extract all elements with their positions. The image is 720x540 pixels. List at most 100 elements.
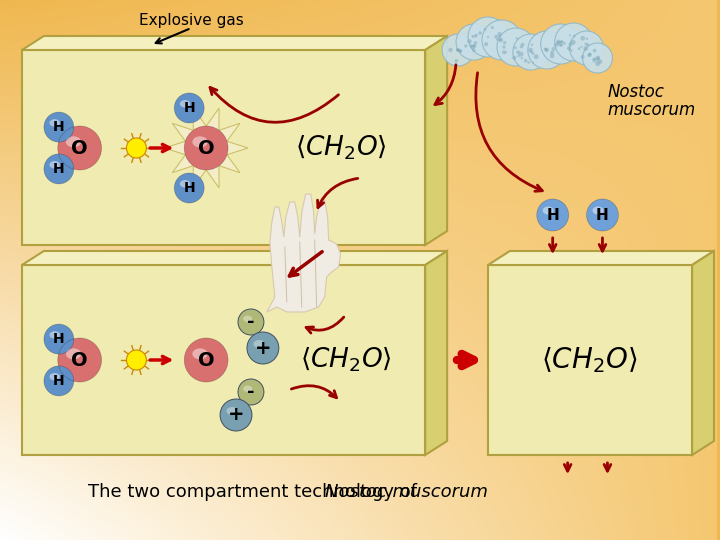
Circle shape [484, 42, 488, 46]
Circle shape [498, 38, 503, 42]
Circle shape [554, 23, 593, 61]
Ellipse shape [50, 331, 60, 339]
Circle shape [456, 24, 492, 60]
Circle shape [544, 48, 549, 52]
Polygon shape [488, 265, 692, 455]
Text: H: H [53, 120, 65, 134]
Circle shape [596, 56, 600, 60]
Text: Nostoc muscorum: Nostoc muscorum [325, 483, 487, 501]
Polygon shape [426, 251, 447, 455]
Polygon shape [22, 251, 447, 265]
Circle shape [498, 32, 502, 36]
Circle shape [588, 55, 590, 57]
Ellipse shape [593, 206, 603, 214]
Polygon shape [22, 50, 426, 245]
Ellipse shape [243, 315, 252, 322]
Circle shape [544, 48, 546, 51]
Circle shape [482, 20, 522, 60]
Polygon shape [22, 265, 426, 455]
Text: H: H [53, 374, 65, 388]
Ellipse shape [243, 386, 252, 392]
Circle shape [472, 44, 477, 48]
Circle shape [58, 126, 102, 170]
Ellipse shape [253, 340, 264, 348]
Circle shape [531, 44, 534, 46]
Circle shape [495, 35, 499, 39]
Circle shape [497, 28, 535, 66]
Circle shape [238, 309, 264, 335]
Circle shape [598, 59, 603, 64]
Text: -: - [247, 383, 255, 401]
Circle shape [592, 58, 597, 63]
Circle shape [44, 324, 73, 354]
Text: H: H [53, 162, 65, 176]
Ellipse shape [66, 136, 81, 147]
Circle shape [467, 39, 472, 44]
Circle shape [588, 53, 591, 56]
Text: +: + [255, 339, 271, 357]
Circle shape [570, 31, 603, 65]
Circle shape [464, 44, 467, 48]
Circle shape [475, 34, 477, 36]
Circle shape [518, 52, 523, 57]
Text: $\langle CH_2O \rangle$: $\langle CH_2O \rangle$ [541, 345, 638, 375]
Circle shape [573, 35, 576, 37]
Ellipse shape [66, 348, 81, 359]
Circle shape [563, 42, 566, 45]
Text: $\langle CH_2O \rangle$: $\langle CH_2O \rangle$ [294, 134, 387, 162]
Circle shape [184, 126, 228, 170]
Ellipse shape [50, 161, 60, 168]
Circle shape [561, 40, 564, 43]
Circle shape [498, 38, 502, 42]
Circle shape [127, 350, 146, 370]
Circle shape [536, 199, 569, 231]
Circle shape [514, 46, 517, 49]
Text: H: H [184, 101, 195, 115]
Text: H: H [546, 207, 559, 222]
Circle shape [474, 35, 477, 38]
Circle shape [521, 43, 524, 46]
Circle shape [550, 51, 554, 55]
Circle shape [596, 57, 600, 61]
Text: +: + [228, 406, 244, 424]
Circle shape [582, 43, 613, 73]
Polygon shape [164, 108, 248, 188]
Circle shape [560, 40, 563, 44]
Circle shape [58, 338, 102, 382]
Ellipse shape [227, 407, 238, 415]
Circle shape [577, 47, 580, 50]
Circle shape [585, 43, 588, 46]
Circle shape [567, 46, 571, 51]
Polygon shape [267, 194, 341, 312]
Circle shape [456, 48, 460, 52]
Ellipse shape [50, 373, 60, 381]
Circle shape [587, 199, 618, 231]
Circle shape [552, 47, 556, 51]
Circle shape [442, 34, 474, 66]
Circle shape [220, 399, 252, 431]
Circle shape [530, 50, 532, 53]
Circle shape [559, 43, 562, 46]
Circle shape [580, 45, 582, 48]
Circle shape [550, 54, 554, 58]
Polygon shape [426, 36, 447, 245]
Circle shape [570, 49, 573, 52]
Text: O: O [198, 138, 215, 158]
Text: H: H [596, 207, 609, 222]
Text: muscorum: muscorum [608, 101, 696, 119]
Circle shape [569, 42, 572, 46]
Circle shape [484, 28, 486, 31]
Circle shape [502, 50, 506, 54]
Text: H: H [53, 332, 65, 346]
Circle shape [456, 49, 459, 51]
Ellipse shape [180, 100, 190, 107]
Circle shape [469, 44, 473, 48]
Circle shape [554, 43, 559, 47]
Circle shape [595, 62, 600, 66]
Circle shape [503, 45, 505, 49]
Ellipse shape [543, 206, 554, 214]
Circle shape [496, 38, 498, 40]
Circle shape [516, 50, 520, 54]
Circle shape [449, 48, 453, 52]
Text: O: O [71, 138, 88, 158]
